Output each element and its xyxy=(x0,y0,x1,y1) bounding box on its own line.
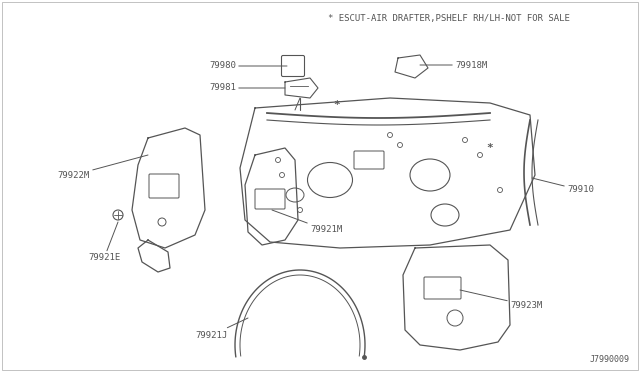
Text: 79910: 79910 xyxy=(532,178,594,195)
Text: 79980: 79980 xyxy=(209,61,287,71)
Text: 79921E: 79921E xyxy=(88,222,120,263)
Text: 79921M: 79921M xyxy=(272,210,342,234)
Text: *: * xyxy=(333,100,340,110)
Text: * ESCUT-AIR DRAFTER,PSHELF RH/LH-NOT FOR SALE: * ESCUT-AIR DRAFTER,PSHELF RH/LH-NOT FOR… xyxy=(328,13,570,22)
Text: 79918M: 79918M xyxy=(420,61,487,70)
Text: 79921J: 79921J xyxy=(196,318,248,340)
Text: 79923M: 79923M xyxy=(460,290,542,310)
Text: 79981: 79981 xyxy=(209,83,285,93)
Text: *: * xyxy=(486,143,493,153)
Text: J7990009: J7990009 xyxy=(590,356,630,365)
Text: 79922M: 79922M xyxy=(58,155,148,180)
